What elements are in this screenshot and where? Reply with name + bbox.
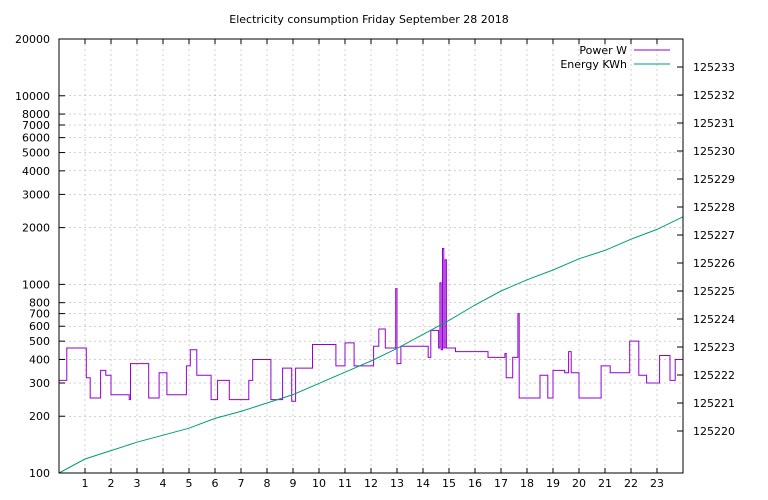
- y-right-tick-label: 125228: [693, 201, 735, 214]
- x-tick-label: 5: [186, 477, 193, 490]
- series-layer: [58, 216, 684, 474]
- x-tick-label: 7: [238, 477, 245, 490]
- x-tick-label: 1: [82, 477, 89, 490]
- legend-energy-label: Energy KWh: [560, 58, 627, 71]
- y-left-tick-label: 100: [29, 467, 50, 480]
- y-right-tick-label: 125222: [693, 369, 735, 382]
- x-tick-label: 10: [312, 477, 326, 490]
- energy-series-line: [58, 216, 684, 474]
- y-right-tick-label: 125227: [693, 229, 735, 242]
- y-right-tick-label: 125221: [693, 397, 735, 410]
- x-tick-label: 21: [598, 477, 612, 490]
- x-tick-label: 17: [494, 477, 508, 490]
- y-left-tick-label: 8000: [22, 108, 50, 121]
- x-axis: 1 2 3 4 5 6 7 8 9 10 11 12 13 14 15 16 17 18 19 20 21 22 23: [82, 39, 664, 490]
- y-right-tick-label: 125226: [693, 257, 735, 270]
- x-tick-label: 2: [108, 477, 115, 490]
- y-right-tick-label: 125225: [693, 285, 735, 298]
- y-right-tick-label: 125229: [693, 173, 735, 186]
- y-left-tick-label: 2000: [22, 222, 50, 235]
- y-left-tick-label: 3000: [22, 188, 50, 201]
- y-right-tick-label: 125232: [693, 89, 735, 102]
- grid: [59, 38, 683, 474]
- x-tick-label: 20: [572, 477, 586, 490]
- chart-title: Electricity consumption Friday September…: [229, 13, 508, 26]
- legend: Power W Energy KWh: [560, 44, 670, 71]
- y-left-tick-label: 600: [29, 320, 50, 333]
- y-left-tick-label: 4000: [22, 165, 50, 178]
- x-tick-label: 12: [364, 477, 378, 490]
- x-tick-label: 11: [338, 477, 352, 490]
- power-series-line: [59, 247, 683, 402]
- y-right-tick-label: 125231: [693, 117, 735, 130]
- y-left-tick-label: 7000: [22, 119, 50, 132]
- x-tick-label: 15: [442, 477, 456, 490]
- y-left-tick-label: 700: [29, 308, 50, 321]
- y-right-tick-label: 125224: [693, 313, 735, 326]
- y-right-tick-label: 125233: [693, 61, 735, 74]
- x-tick-label: 23: [650, 477, 664, 490]
- y-left-tick-label: 1000: [22, 278, 50, 291]
- x-tick-label: 4: [160, 477, 167, 490]
- y-right-tick-label: 125223: [693, 341, 735, 354]
- right-y-axis: 125220 125221 125222 125223 125224 125225 1252…: [677, 61, 735, 438]
- x-tick-label: 14: [416, 477, 430, 490]
- y-left-tick-label: 400: [29, 353, 50, 366]
- x-tick-label: 18: [520, 477, 534, 490]
- y-right-tick-label: 125230: [693, 145, 735, 158]
- x-tick-label: 13: [390, 477, 404, 490]
- plot-frame: [58, 38, 684, 474]
- y-right-tick-label: 125220: [693, 425, 735, 438]
- y-left-tick-label: 6000: [22, 132, 50, 145]
- x-tick-label: 22: [624, 477, 638, 490]
- x-tick-label: 19: [546, 477, 560, 490]
- x-tick-label: 9: [290, 477, 297, 490]
- legend-power-label: Power W: [579, 44, 627, 57]
- x-tick-label: 3: [134, 477, 141, 490]
- y-left-tick-label: 200: [29, 410, 50, 423]
- y-left-tick-label: 5000: [22, 147, 50, 160]
- x-tick-label: 8: [264, 477, 271, 490]
- y-left-tick-label: 500: [29, 335, 50, 348]
- x-tick-label: 6: [212, 477, 219, 490]
- y-left-tick-label: 300: [29, 377, 50, 390]
- x-tick-label: 16: [468, 477, 482, 490]
- y-left-tick-label: 10000: [15, 90, 50, 103]
- y-left-tick-label: 20000: [15, 33, 50, 46]
- y-left-tick-label: 800: [29, 297, 50, 310]
